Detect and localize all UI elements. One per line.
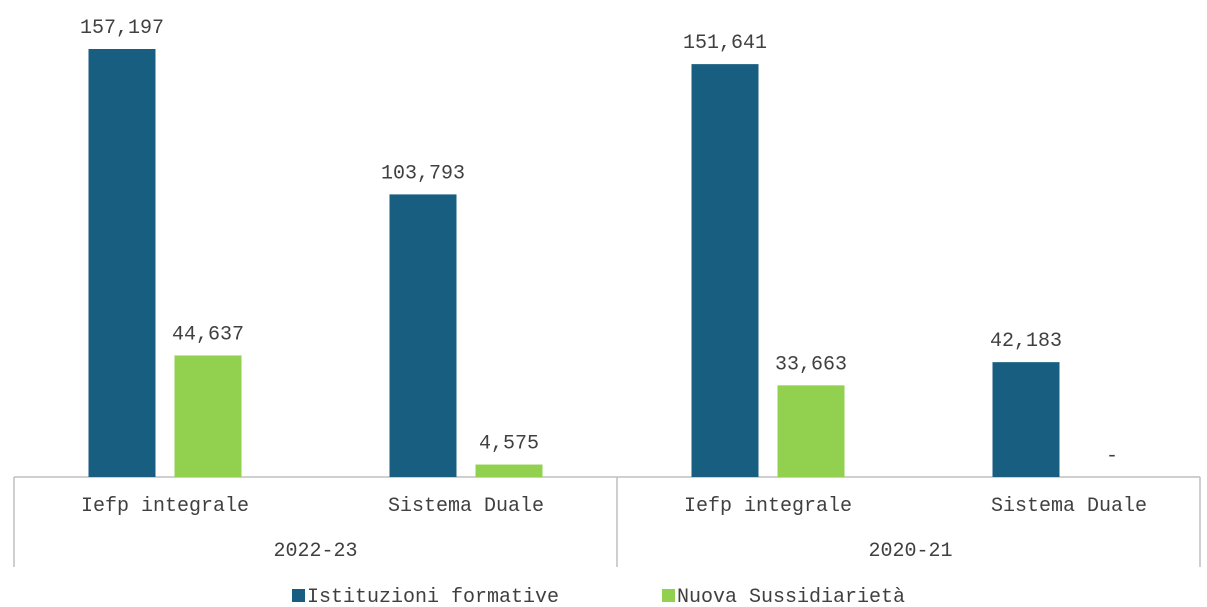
data-label: 33,663 [775,353,847,376]
bars-layer [88,49,1060,477]
legend-label: Istituzioni formative [307,586,559,607]
bar [389,194,457,477]
data-label: 44,637 [172,323,244,346]
data-label: 151,641 [683,32,767,55]
bar [88,49,156,477]
category-label: Sistema Duale [991,495,1147,518]
category-label: Iefp integrale [81,495,249,518]
bar [691,64,759,477]
legend: Istituzioni formative Nuova Sussidiarietà [292,586,905,607]
axis-layer [13,476,1201,567]
data-label: 157,197 [80,17,164,40]
data-label: 103,793 [381,162,465,185]
bar [475,464,543,477]
legend-label: Nuova Sussidiarietà [677,586,905,607]
data-label: - [1106,445,1118,468]
category-label: Iefp integrale [684,495,852,518]
category-label: Sistema Duale [388,495,544,518]
data-label: 4,575 [479,433,539,456]
legend-swatch [292,589,305,602]
data-label: 42,183 [990,330,1062,353]
category-labels-layer: Iefp integrale Sistema Duale 2022-23 Iefp i… [81,495,1147,563]
bar [174,355,242,477]
legend-swatch [662,589,675,602]
data-labels-layer: 157,197 103,793 151,641 42,183 44,637 4,575 33… [80,17,1118,468]
bar [992,362,1060,477]
group-label: 2020-21 [868,540,952,563]
group-label: 2022-23 [273,540,357,563]
bar [777,385,845,477]
